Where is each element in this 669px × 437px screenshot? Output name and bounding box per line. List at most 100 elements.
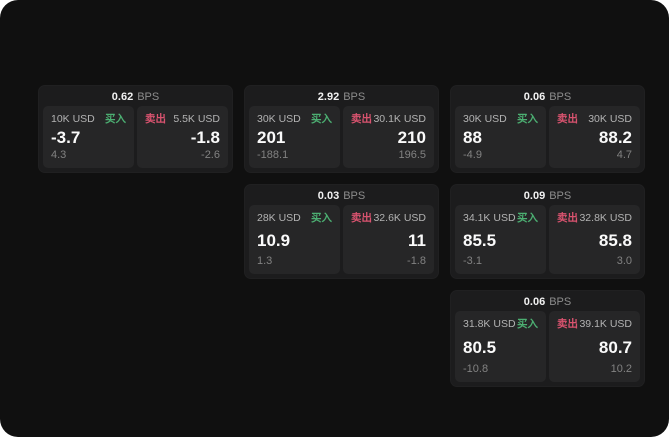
bps-unit-label: BPS [549,91,572,103]
buy-price: 85.5 [463,230,497,250]
buy-delta: 1.3 [257,255,273,267]
sell-panel-top: 卖出 30.1K USD [351,113,426,126]
buy-price: 88 [463,128,482,147]
buy-price: 10.9 [257,230,291,250]
buy-panel-top: 31.8K USD 买入 [463,318,538,331]
bps-value: 0.06 [523,296,546,308]
buy-delta: 4.3 [51,149,67,161]
sell-size: 32.6K USD [373,212,426,224]
sell-side-label: 卖出 [557,113,578,125]
buy-side-label: 买入 [517,113,538,125]
sell-size: 39.1K USD [579,318,632,330]
sell-quote-panel[interactable]: 卖出 30.1K USD 210 196.5 [343,106,434,168]
buy-quote-panel[interactable]: 10K USD 买入 -3.7 4.3 [43,106,134,168]
sell-delta: -2.6 [201,149,220,161]
quote-panels: 10K USD 买入 -3.7 4.3 卖出 5.5K USD -1.8 -2.… [43,106,228,168]
sell-quote-panel[interactable]: 卖出 30K USD 88.2 4.7 [549,106,640,168]
bps-unit-label: BPS [137,91,160,103]
sell-delta: 3.0 [616,255,632,267]
card-header: 0.03 BPS [249,188,434,205]
quote-card: 0.03 BPS 28K USD 买入 10.9 1.3 卖出 32.6K US… [244,184,439,279]
buy-quote-panel[interactable]: 31.8K USD 买入 80.5 -10.8 [455,311,546,382]
bps-unit-label: BPS [343,190,366,202]
sell-side-label: 卖出 [351,113,372,125]
buy-size: 30K USD [463,113,507,125]
buy-side-label: 买入 [311,212,332,224]
buy-size: 34.1K USD [463,212,516,224]
sell-price: -1.8 [190,128,220,147]
buy-delta: -3.1 [463,255,482,267]
cards-grid: 0.62 BPS 10K USD 买入 -3.7 4.3 卖出 5.5K USD… [38,85,645,387]
buy-side-label: 买入 [517,212,538,224]
quote-panels: 31.8K USD 买入 80.5 -10.8 卖出 39.1K USD 80.… [455,311,640,382]
quote-card: 2.92 BPS 30K USD 买入 201 -188.1 卖出 30.1K … [244,85,439,173]
sell-delta: 4.7 [616,149,632,161]
buy-quote-panel[interactable]: 30K USD 买入 88 -4.9 [455,106,546,168]
sell-price: 88.2 [598,128,632,147]
sell-price: 210 [397,128,426,147]
bps-unit-label: BPS [549,296,572,308]
sell-side-label: 卖出 [557,212,578,224]
bps-value: 0.62 [111,91,134,103]
quote-panels: 28K USD 买入 10.9 1.3 卖出 32.6K USD 11 -1.8 [249,205,434,274]
buy-side-label: 买入 [105,113,126,125]
buy-side-label: 买入 [311,113,332,125]
sell-delta: -1.8 [407,255,426,267]
quote-panels: 30K USD 买入 88 -4.9 卖出 30K USD 88.2 4.7 [455,106,640,168]
quote-panels: 30K USD 买入 201 -188.1 卖出 30.1K USD 210 1… [249,106,434,168]
sell-size: 30.1K USD [373,113,426,125]
bps-value: 0.06 [523,91,546,103]
sell-price: 85.8 [598,230,632,250]
card-header: 0.62 BPS [43,89,228,106]
buy-quote-panel[interactable]: 34.1K USD 买入 85.5 -3.1 [455,205,546,274]
card-header: 0.09 BPS [455,188,640,205]
sell-panel-top: 卖出 5.5K USD [145,113,220,126]
sell-panel-top: 卖出 32.6K USD [351,212,426,225]
sell-size: 32.8K USD [579,212,632,224]
buy-price: 80.5 [463,337,497,357]
sell-delta: 196.5 [398,149,426,161]
sell-quote-panel[interactable]: 卖出 32.6K USD 11 -1.8 [343,205,434,274]
sell-quote-panel[interactable]: 卖出 32.8K USD 85.8 3.0 [549,205,640,274]
buy-size: 28K USD [257,212,301,224]
buy-price: -3.7 [51,128,81,147]
buy-delta: -10.8 [463,363,489,375]
bps-unit-label: BPS [343,91,366,103]
buy-size: 10K USD [51,113,95,125]
card-header: 0.06 BPS [455,294,640,311]
quote-panels: 34.1K USD 买入 85.5 -3.1 卖出 32.8K USD 85.8… [455,205,640,274]
sell-panel-top: 卖出 30K USD [557,113,632,126]
buy-panel-top: 10K USD 买入 [51,113,126,126]
buy-side-label: 买入 [517,318,538,330]
buy-panel-top: 30K USD 买入 [257,113,332,126]
sell-size: 5.5K USD [173,113,220,125]
bps-value: 2.92 [317,91,340,103]
sell-side-label: 卖出 [351,212,372,224]
quote-card: 0.06 BPS 30K USD 买入 88 -4.9 卖出 30K USD 8… [450,85,645,173]
buy-size: 31.8K USD [463,318,516,330]
sell-quote-panel[interactable]: 卖出 39.1K USD 80.7 10.2 [549,311,640,382]
sell-size: 30K USD [588,113,632,125]
bps-unit-label: BPS [549,190,572,202]
quote-card: 0.62 BPS 10K USD 买入 -3.7 4.3 卖出 5.5K USD… [38,85,233,173]
sell-panel-top: 卖出 39.1K USD [557,318,632,331]
buy-size: 30K USD [257,113,301,125]
buy-panel-top: 30K USD 买入 [463,113,538,126]
buy-quote-panel[interactable]: 28K USD 买入 10.9 1.3 [249,205,340,274]
buy-delta: -4.9 [463,149,482,161]
buy-delta: -188.1 [257,149,289,161]
sell-quote-panel[interactable]: 卖出 5.5K USD -1.8 -2.6 [137,106,228,168]
buy-price: 201 [257,128,286,147]
sell-side-label: 卖出 [557,318,578,330]
bps-value: 0.03 [317,190,340,202]
buy-panel-top: 28K USD 买入 [257,212,332,225]
sell-panel-top: 卖出 32.8K USD [557,212,632,225]
buy-panel-top: 34.1K USD 买入 [463,212,538,225]
bps-value: 0.09 [523,190,546,202]
card-header: 2.92 BPS [249,89,434,106]
quote-card: 0.09 BPS 34.1K USD 买入 85.5 -3.1 卖出 32.8K… [450,184,645,279]
sell-side-label: 卖出 [145,113,166,125]
buy-quote-panel[interactable]: 30K USD 买入 201 -188.1 [249,106,340,168]
card-header: 0.06 BPS [455,89,640,106]
